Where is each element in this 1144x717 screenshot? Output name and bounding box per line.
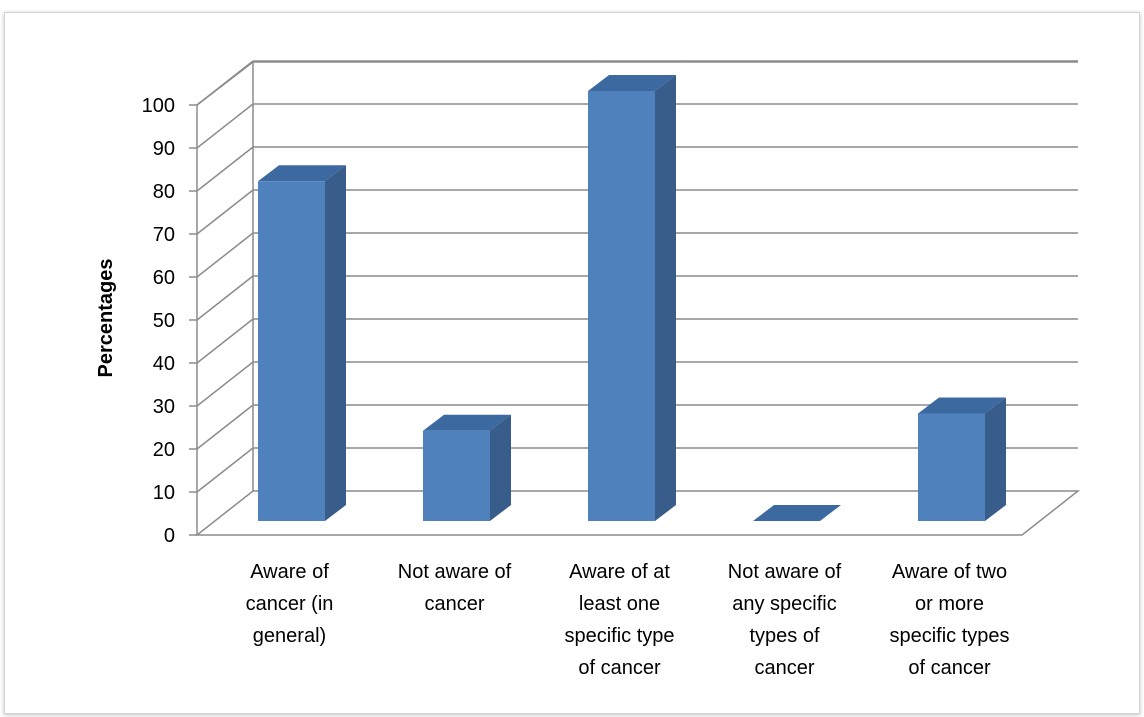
bar: [423, 414, 511, 521]
bar-top: [258, 165, 346, 182]
bar: [588, 75, 676, 521]
x-category-label: Aware of two or more specific types of canc…: [889, 561, 1009, 679]
gridline-side: [196, 275, 254, 321]
bar-side: [325, 165, 346, 522]
y-tick-label: 70: [153, 224, 175, 246]
y-axis-title: Percentages: [95, 259, 117, 378]
bars: [258, 75, 1006, 522]
bar-top: [753, 505, 841, 521]
y-tick-label: 0: [164, 525, 175, 547]
bar-top: [423, 414, 511, 431]
y-tick-label: 50: [153, 310, 175, 332]
x-category-label: Aware of at least one specific type of canc…: [564, 561, 674, 679]
gridline-side: [196, 404, 254, 450]
gridline-side: [196, 361, 254, 407]
y-tick-label: 40: [153, 353, 175, 375]
bar: [753, 505, 841, 521]
y-tick-label: 30: [153, 396, 175, 418]
bar-side: [655, 75, 676, 521]
y-tick-label: 60: [153, 267, 175, 289]
gridline-side: [196, 103, 254, 149]
bar-front: [423, 430, 490, 521]
x-category-labels: Aware of cancer (in general) Not aware of ca…: [246, 561, 1010, 679]
y-tick-label: 10: [153, 482, 175, 504]
gridline-side: [196, 146, 254, 192]
floor-outline: [194, 490, 1081, 536]
y-tick-label: 80: [153, 181, 175, 203]
x-category-label: Not aware of cancer: [398, 561, 512, 615]
gridline-side: [196, 232, 254, 278]
x-category-label: Not aware of any specific types of cancer: [728, 561, 842, 679]
bar-front: [588, 91, 655, 521]
gridline-side: [196, 318, 254, 364]
bar-side: [985, 397, 1006, 521]
bar-top: [918, 397, 1006, 414]
gridline-side: [196, 189, 254, 235]
bar-front: [918, 413, 985, 521]
x-category-label: Aware of cancer (in general): [246, 561, 334, 647]
bar: [918, 397, 1006, 521]
gridline-side: [196, 60, 254, 106]
bar-top: [588, 75, 676, 91]
gridline-side: [196, 447, 254, 493]
y-tick-label: 20: [153, 439, 175, 461]
bar: [258, 165, 346, 522]
y-tick-label: 100: [142, 95, 175, 117]
y-tick-labels: 0 10 20 30 40 50 60 70 80 90 100: [142, 95, 175, 547]
bar-side: [490, 414, 511, 521]
y-tick-label: 90: [153, 138, 175, 160]
bar-front: [258, 181, 325, 522]
